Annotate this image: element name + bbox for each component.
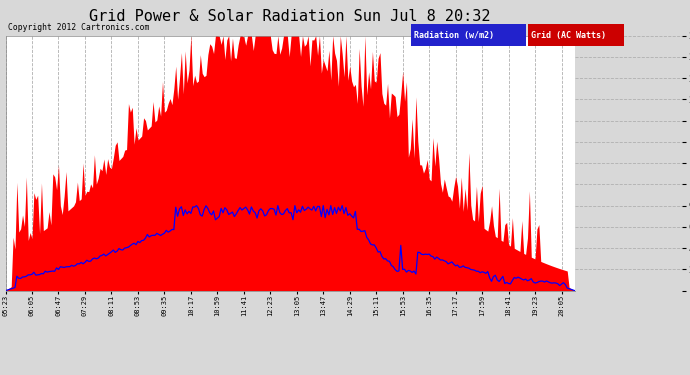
- Text: Radiation (w/m2): Radiation (w/m2): [414, 31, 494, 40]
- Text: Copyright 2012 Cartronics.com: Copyright 2012 Cartronics.com: [8, 23, 150, 32]
- Text: Grid Power & Solar Radiation Sun Jul 8 20:32: Grid Power & Solar Radiation Sun Jul 8 2…: [89, 9, 491, 24]
- Text: Grid (AC Watts): Grid (AC Watts): [531, 31, 607, 40]
